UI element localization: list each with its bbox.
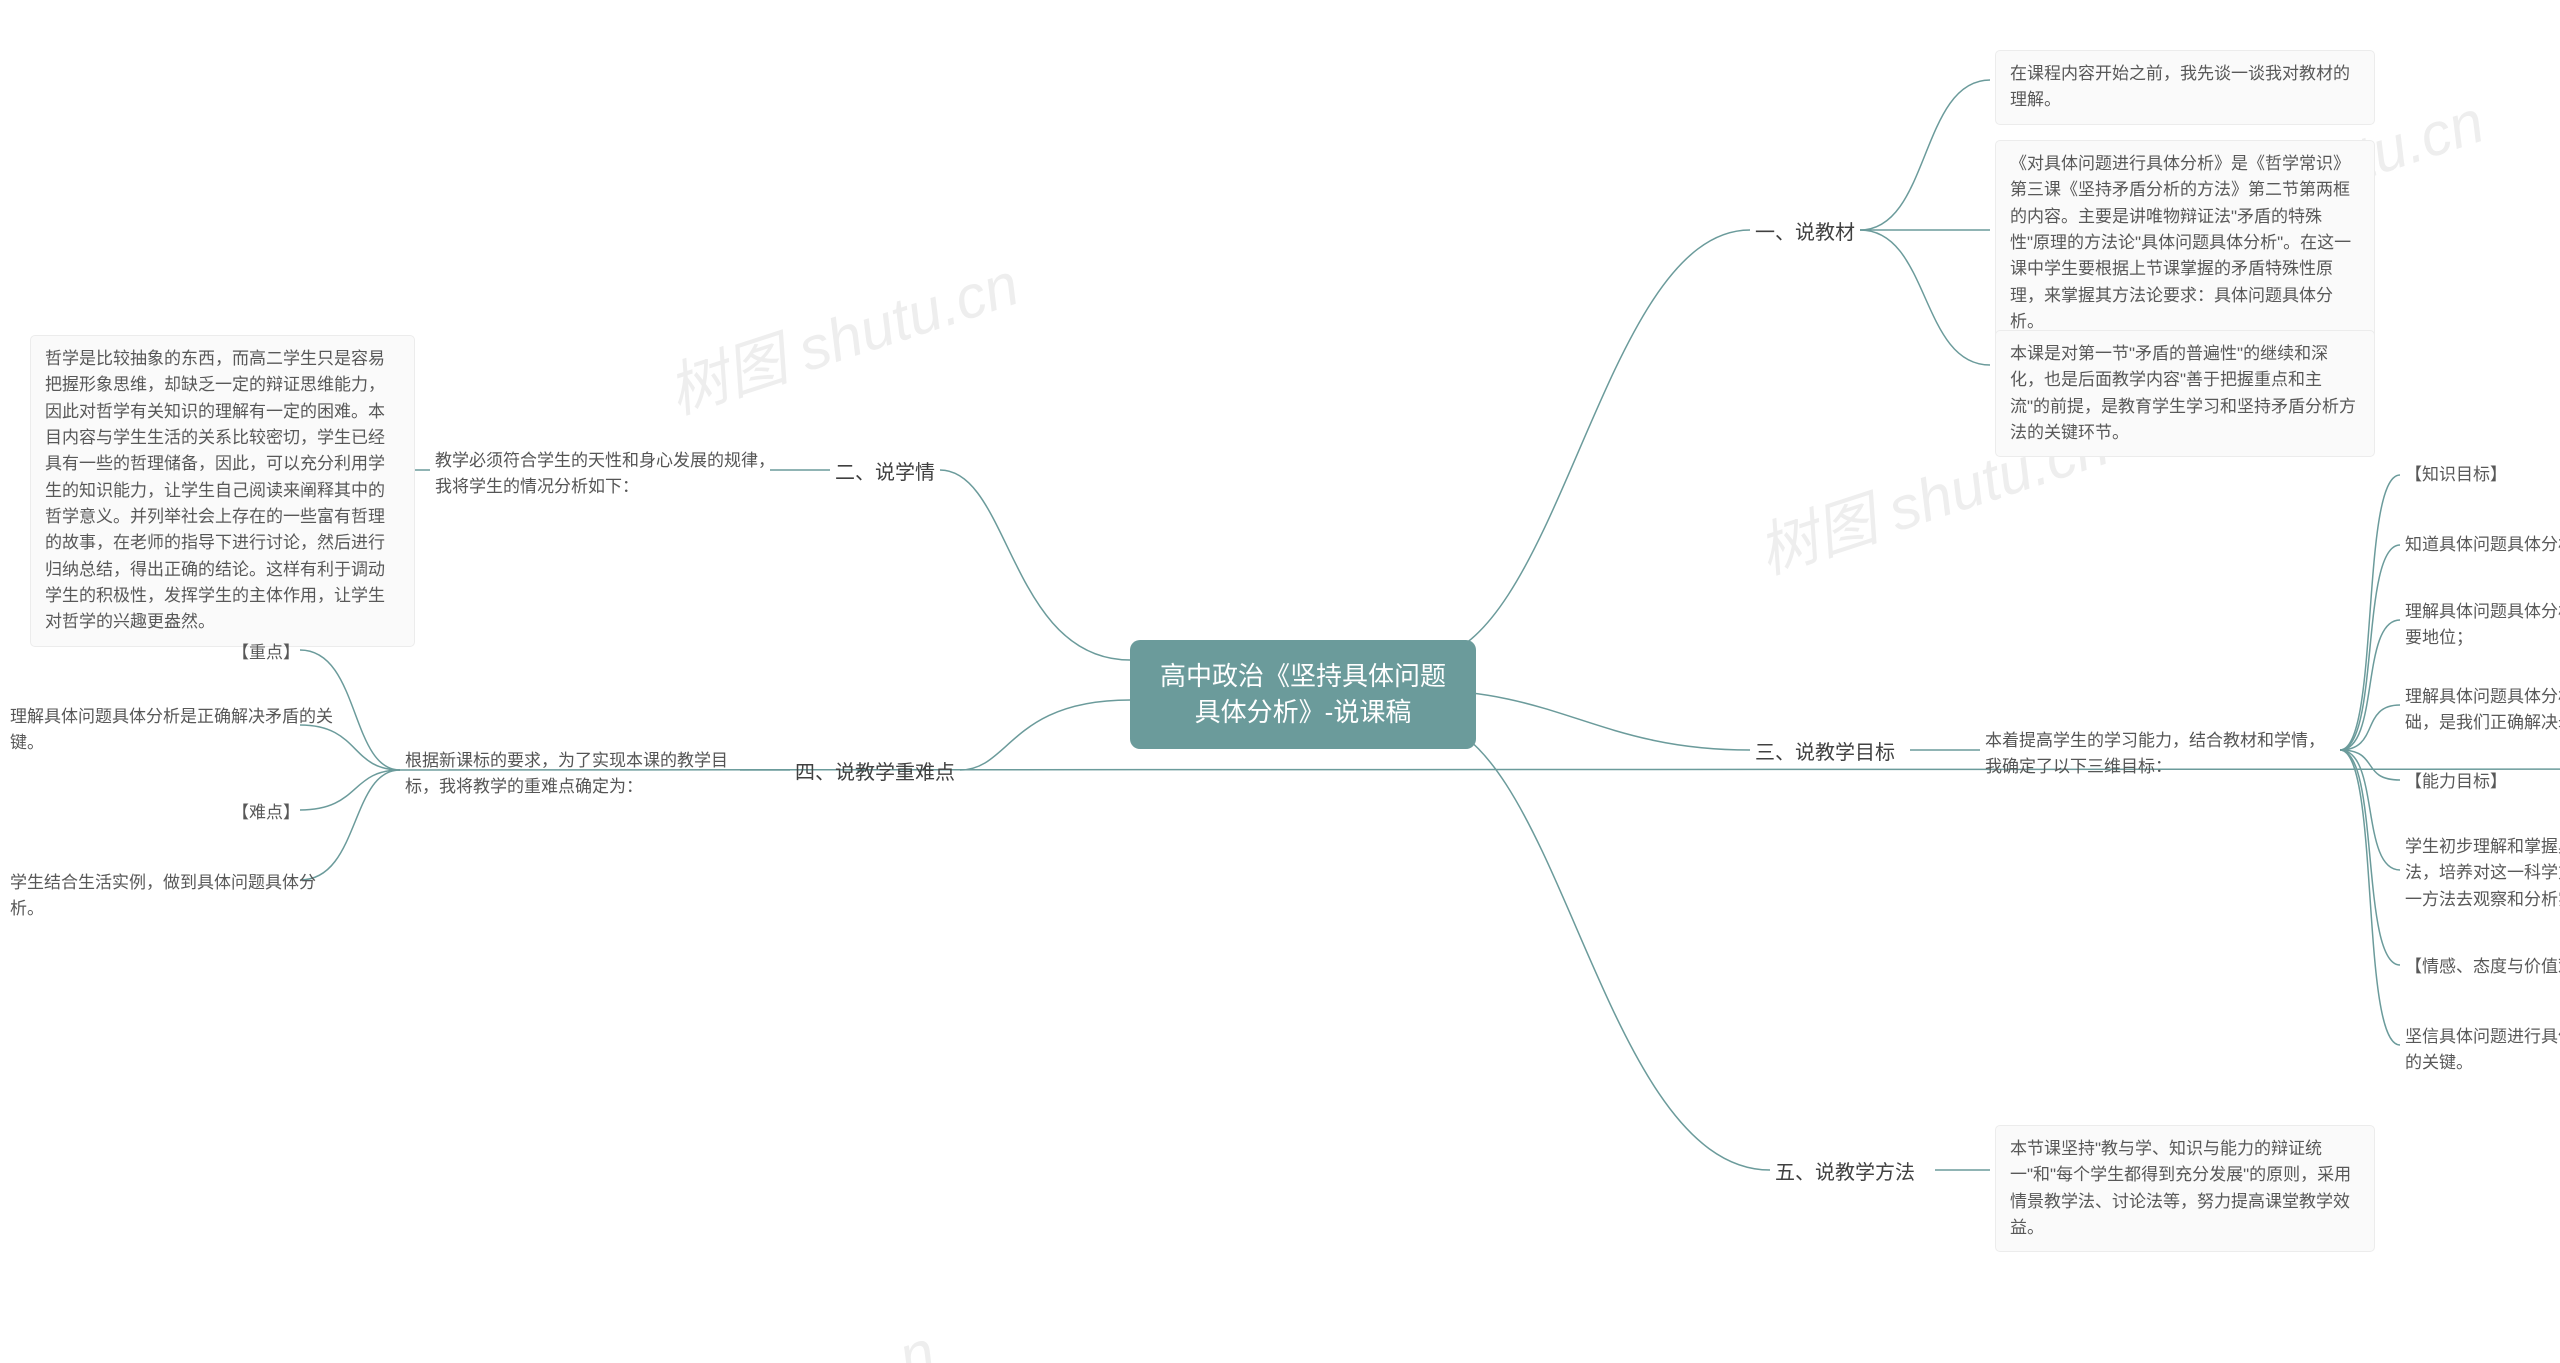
branch-4-leaf-1: 【重点】 — [210, 636, 300, 670]
branch-5[interactable]: 五、说教学方法 — [1775, 1158, 1915, 1188]
branch-3-leaf-8: 坚信具体问题进行具体分析是我们正确解决矛盾的关键。 — [2405, 1020, 2560, 1081]
branch-3-leaf-2: 知道具体问题具体分析的基本含义； — [2405, 528, 2560, 562]
branch-2-sub: 教学必须符合学生的天性和身心发展的规律，我将学生的情况分析如下： — [435, 448, 775, 499]
root-line2: 具体分析》-说课稿 — [1195, 697, 1412, 727]
watermark: 树图 shutu.cn — [655, 236, 1028, 431]
branch-4-sub: 根据新课标的要求，为了实现本课的教学目标，我将教学的重难点确定为： — [405, 748, 740, 799]
branch-3-sub: 本着提高学生的学习能力，结合教材和学情，我确定了以下三维目标： — [1985, 728, 2335, 779]
branch-3-leaf-3: 理解具体问题具体分析在马克思主义体系中的重要地位； — [2405, 595, 2560, 656]
branch-3-leaf-7: 【情感、态度与价值观目标】 — [2405, 950, 2560, 984]
branch-4-leaf-2: 理解具体问题具体分析是正确解决矛盾的关键。 — [10, 700, 355, 761]
branch-3-leaf-4: 理解具体问题具体分析是我们正确认识事物的基础，是我们正确解决矛盾的关键。 — [2405, 680, 2560, 741]
branch-2-leaf: 哲学是比较抽象的东西，而高二学生只是容易把握形象思维，却缺乏一定的辩证思维能力，… — [30, 335, 415, 647]
branch-1-leaf-3: 本课是对第一节"矛盾的普遍性"的继续和深化，也是后面教学内容"善于把握重点和主流… — [1995, 330, 2375, 457]
root-line1: 高中政治《坚持具体问题 — [1160, 661, 1446, 691]
branch-4-leaf-3: 【难点】 — [210, 796, 300, 830]
branch-3-leaf-1: 【知识目标】 — [2405, 458, 2535, 492]
branch-3-leaf-6: 学生初步理解和掌握具体问题具体分析的科学方法，培养对这一科学方法的运用能力，即运… — [2405, 830, 2560, 917]
branch-3-leaf-5: 【能力目标】 — [2405, 765, 2535, 799]
branch-1-leaf-1: 在课程内容开始之前，我先谈一谈我对教材的理解。 — [1995, 50, 2375, 125]
branch-4[interactable]: 四、说教学重难点 — [795, 758, 955, 788]
root-node[interactable]: 高中政治《坚持具体问题 具体分析》-说课稿 — [1130, 640, 1476, 749]
branch-1-leaf-2: 《对具体问题进行具体分析》是《哲学常识》第三课《坚持矛盾分析的方法》第二节第两框… — [1995, 140, 2375, 346]
branch-3[interactable]: 三、说教学目标 — [1755, 738, 1895, 768]
branch-2[interactable]: 二、说学情 — [835, 458, 935, 488]
watermark: n — [890, 1317, 943, 1363]
branch-5-leaf: 本节课坚持"教与学、知识与能力的辩证统一"和"每个学生都得到充分发展"的原则，采… — [1995, 1125, 2375, 1252]
branch-4-leaf-4: 学生结合生活实例，做到具体问题具体分析。 — [10, 866, 340, 927]
branch-1[interactable]: 一、说教材 — [1755, 218, 1855, 248]
